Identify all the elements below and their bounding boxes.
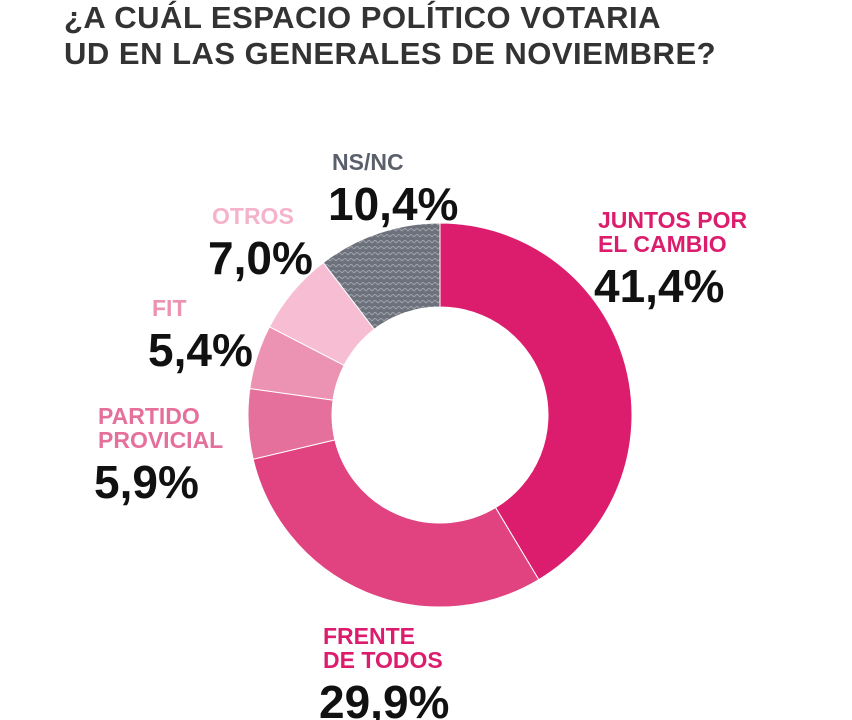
slice-value-label: 5,4% xyxy=(148,324,253,376)
slice-value-label: 41,4% xyxy=(594,260,724,312)
slice-category-label: JUNTOS POR xyxy=(598,207,747,233)
slice-category-label: FRENTE xyxy=(323,623,415,649)
label-fit: FIT 5,4% xyxy=(148,295,253,376)
slice-category-label: NS/NC xyxy=(332,149,404,175)
label-ns-nc: NS/NC 10,4% xyxy=(328,149,458,230)
slice-value-label: 7,0% xyxy=(208,232,313,284)
slice-category-label: FIT xyxy=(152,295,187,321)
label-otros: OTROS 7,0% xyxy=(208,203,313,284)
slice-juntos-por-el-cambio xyxy=(439,222,633,581)
slice-category-label: DE TODOS xyxy=(323,647,443,673)
slice-ns-nc xyxy=(322,222,441,330)
slice-value-label: 10,4% xyxy=(328,178,458,230)
slice-value-label: 5,9% xyxy=(94,456,199,508)
slice-category-label: PROVICIAL xyxy=(98,427,223,453)
slice-category-label: OTROS xyxy=(212,203,294,229)
chart-title: ¿A CUÁL ESPACIO POLÍTICO VOTARIA UD EN L… xyxy=(64,0,717,71)
slice-value-label: 29,9% xyxy=(319,676,449,720)
slice-frente-de-todos xyxy=(252,439,540,608)
donut-slices xyxy=(247,222,633,608)
slice-category-label: EL CAMBIO xyxy=(598,231,727,257)
slice-category-label: PARTIDO xyxy=(98,403,200,429)
